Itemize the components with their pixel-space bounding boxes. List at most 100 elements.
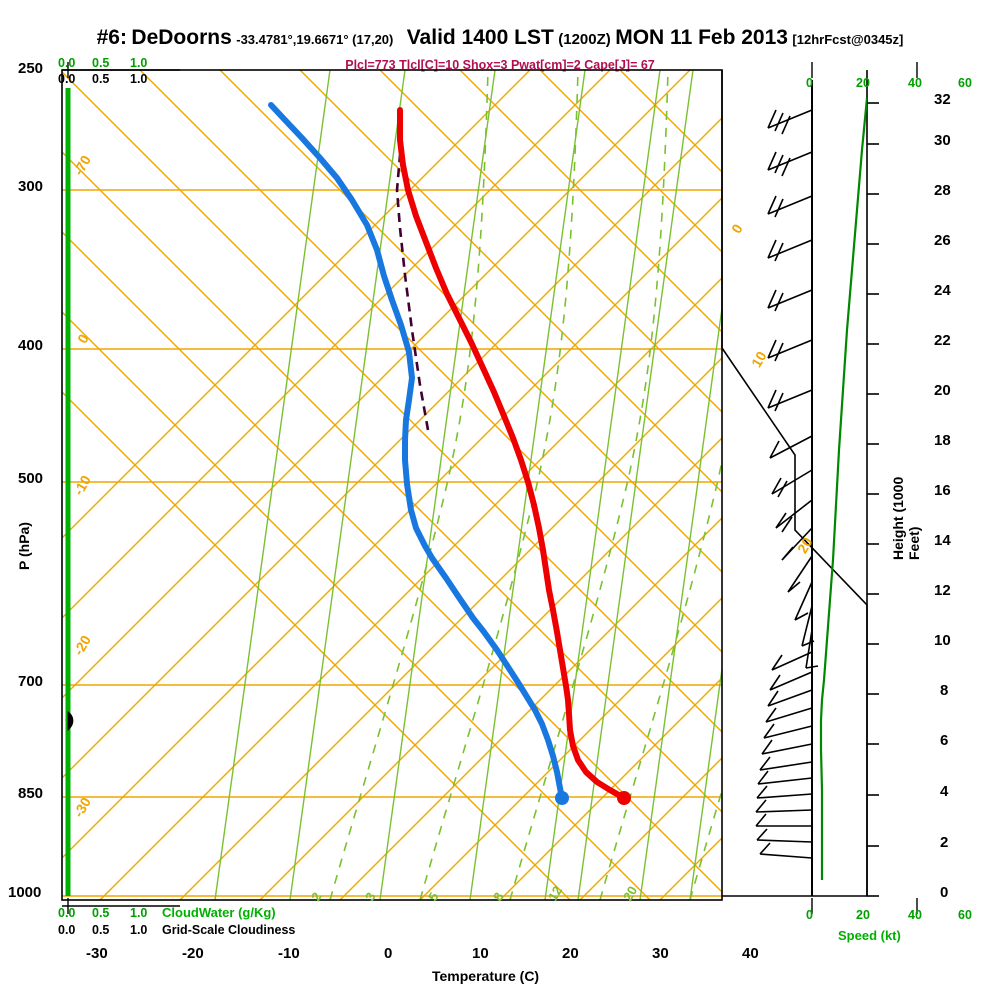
mixing-ratio-lines <box>214 70 722 900</box>
valid-time-utc: (1200Z) <box>558 31 611 48</box>
wind-barb <box>756 785 813 799</box>
height-tick: 14 <box>934 532 951 549</box>
temperature-tick: 10 <box>472 945 489 962</box>
pressure-tick: 1000 <box>8 884 42 901</box>
temperature-tick: -10 <box>278 945 300 962</box>
cloudiness-axis-label: Grid-Scale Cloudiness <box>162 923 296 937</box>
height-axis-ticks <box>867 102 879 897</box>
isobar-grid <box>62 189 722 897</box>
wind-barb <box>755 799 813 813</box>
saturated-adiabats <box>329 70 722 900</box>
pressure-tick: 500 <box>18 470 44 487</box>
wind-barb <box>767 689 813 707</box>
valid-date: MON 11 Feb 2013 <box>615 26 788 49</box>
speed-tick-top: 0 <box>806 76 813 90</box>
height-tick: 0 <box>940 884 949 901</box>
pressure-tick: 400 <box>18 337 44 354</box>
station-coords: -33.4781°,19.6671° (17,20) <box>236 32 394 47</box>
scale-rules <box>62 62 918 914</box>
pressure-axis-label: P (hPa) <box>16 522 32 570</box>
wind-barb <box>767 195 813 218</box>
station-name: DeDoorns <box>131 26 232 49</box>
height-tick: 4 <box>940 783 949 800</box>
temperature-tick: 0 <box>384 945 393 962</box>
height-tick: 24 <box>934 282 951 299</box>
cloudiness-profile <box>67 711 74 732</box>
speed-tick-top: 20 <box>856 76 870 90</box>
cloudiness-tick-top: 1.0 <box>130 72 148 86</box>
wind-barb <box>771 469 813 498</box>
speed-tick-top: 60 <box>958 76 972 90</box>
height-tick: 18 <box>934 432 951 449</box>
wind-barb <box>757 770 813 785</box>
height-tick: 32 <box>934 91 951 108</box>
speed-tick-bottom: 40 <box>908 908 922 922</box>
wind-barb <box>759 756 813 771</box>
sounding-stats: Plcl=773 Tlcl[C]=10 Shox=3 Pwat[cm]=2 Ca… <box>345 58 655 72</box>
height-tick: 30 <box>934 132 951 149</box>
temperature-tick: 40 <box>742 945 759 962</box>
wind-barb <box>755 813 812 827</box>
cloudwater-tick-top: 0.5 <box>92 56 110 70</box>
cloudiness-tick-bottom: 0.0 <box>58 923 76 937</box>
surface-temperature-marker <box>617 791 631 805</box>
cloudiness-tick-bottom: 0.5 <box>92 923 110 937</box>
height-tick: 22 <box>934 332 951 349</box>
wind-barbs <box>755 109 819 859</box>
cloudwater-tick-bottom: 0.0 <box>58 906 76 920</box>
wind-barb <box>805 629 819 669</box>
temperature-curve <box>397 107 627 801</box>
valid-time: Valid 1400 LST <box>406 26 554 49</box>
cloudwater-profile <box>65 88 74 896</box>
dewpoint-curve <box>268 102 565 801</box>
forecast-tag: [12hrFcst@0345z] <box>792 32 904 47</box>
cloudiness-tick-bottom: 1.0 <box>130 923 148 937</box>
speed-axis-label: Speed (kt) <box>838 928 901 943</box>
wind-panel <box>721 70 868 897</box>
pressure-tick: 700 <box>18 673 44 690</box>
temperature-tick: 20 <box>562 945 579 962</box>
wind-barb <box>759 842 813 859</box>
height-tick: 28 <box>934 182 951 199</box>
height-tick: 26 <box>934 232 951 249</box>
wind-barb <box>767 389 813 412</box>
parcel-trace <box>395 154 430 431</box>
wind-barb <box>775 499 813 533</box>
wind-barb <box>787 555 813 593</box>
wind-barb <box>756 828 813 843</box>
height-tick: 16 <box>934 482 951 499</box>
pressure-tick: 300 <box>18 178 44 195</box>
cloudwater-tick-bottom: 1.0 <box>130 906 148 920</box>
speed-tick-top: 40 <box>908 76 922 90</box>
surface-markers <box>555 791 631 805</box>
wind-barb <box>761 739 813 755</box>
height-axis-label: Height (1000 Feet) <box>890 476 922 560</box>
cloudwater-tick-bottom: 0.5 <box>92 906 110 920</box>
speed-tick-bottom: 0 <box>806 908 813 922</box>
cloudwater-axis-label: CloudWater (g/Kg) <box>162 905 276 920</box>
station-id: #6: <box>96 26 127 49</box>
cloudiness-tick-top: 0.5 <box>92 72 110 86</box>
temperature-tick: 30 <box>652 945 669 962</box>
pressure-tick: 250 <box>18 60 44 77</box>
speed-tick-bottom: 20 <box>856 908 870 922</box>
pressure-tick: 850 <box>18 785 44 802</box>
wind-barb <box>767 339 813 362</box>
temperature-axis-label: Temperature (C) <box>432 968 540 984</box>
cloudwater-tick-top: 0.0 <box>58 56 76 70</box>
height-tick: 12 <box>934 582 951 599</box>
wind-barb <box>765 707 813 723</box>
wind-barb <box>781 527 813 561</box>
wind-barb <box>771 651 813 671</box>
temperature-tick: -20 <box>182 945 204 962</box>
height-tick: 2 <box>940 834 949 851</box>
cloudiness-tick-top: 0.0 <box>58 72 76 86</box>
wind-barb <box>767 109 813 135</box>
wind-barb <box>767 289 813 312</box>
wind-speed-curve <box>819 97 867 880</box>
wind-barb <box>794 581 813 621</box>
wind-barb <box>763 723 813 739</box>
cloudwater-tick-top: 1.0 <box>130 56 148 70</box>
height-tick: 20 <box>934 382 951 399</box>
